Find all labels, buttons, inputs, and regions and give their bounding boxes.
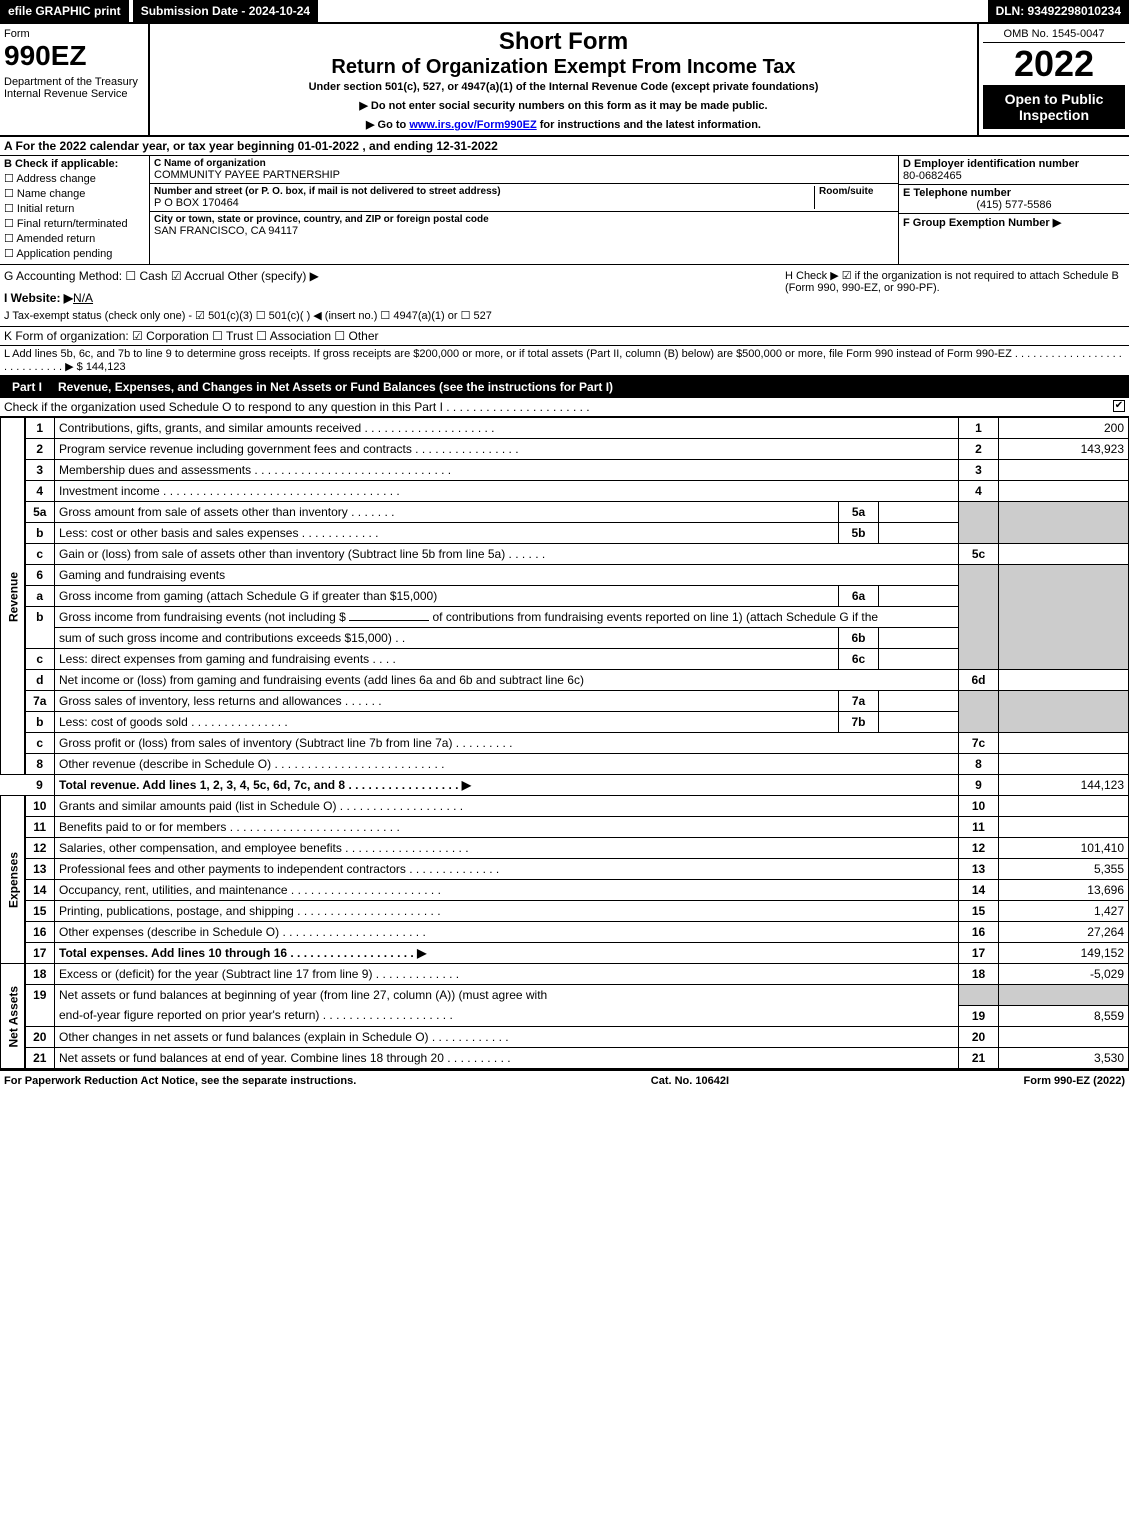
section-b: B Check if applicable: ☐ Address change … — [0, 156, 150, 264]
line-1-num: 1 — [25, 418, 55, 439]
room-label: Room/suite — [819, 186, 894, 197]
street-label: Number and street (or P. O. box, if mail… — [154, 186, 814, 197]
header-right: OMB No. 1545-0047 2022 Open to Public In… — [979, 24, 1129, 135]
under-section: Under section 501(c), 527, or 4947(a)(1)… — [154, 81, 973, 93]
tel-value: (415) 577-5586 — [903, 199, 1125, 211]
schedule-o-checkbox[interactable] — [1113, 400, 1125, 412]
form-label: Form — [4, 28, 144, 40]
footer-form-ref: Form 990-EZ (2022) — [1024, 1075, 1125, 1087]
line-13-val: 5,355 — [999, 859, 1129, 880]
chk-amended-return[interactable]: ☐ Amended return — [4, 232, 145, 245]
line-9-total-revenue: 144,123 — [999, 775, 1129, 796]
city-label: City or town, state or province, country… — [154, 214, 894, 225]
form-header: Form 990EZ Department of the Treasury In… — [0, 24, 1129, 137]
part1-table: Revenue 1 Contributions, gifts, grants, … — [0, 417, 1129, 1069]
top-bar: efile GRAPHIC print Submission Date - 20… — [0, 0, 1129, 24]
footer-catalog: Cat. No. 10642I — [651, 1075, 729, 1087]
submission-date: Submission Date - 2024-10-24 — [133, 0, 318, 22]
row-k-org-form: K Form of organization: ☑ Corporation ☐ … — [0, 327, 1129, 346]
footer-left: For Paperwork Reduction Act Notice, see … — [4, 1075, 356, 1087]
department: Department of the Treasury Internal Reve… — [4, 76, 144, 100]
header-center: Short Form Return of Organization Exempt… — [150, 24, 979, 135]
part1-header: Part I Revenue, Expenses, and Changes in… — [0, 376, 1129, 398]
tax-year: 2022 — [983, 43, 1125, 85]
line-2-val: 143,923 — [999, 439, 1129, 460]
row-a-period: A For the 2022 calendar year, or tax yea… — [0, 137, 1129, 156]
line-18-val: -5,029 — [999, 964, 1129, 985]
form-subtitle: Return of Organization Exempt From Incom… — [154, 56, 973, 79]
ein-label: D Employer identification number — [903, 158, 1125, 170]
part1-num: Part I — [4, 380, 50, 394]
line-1-val: 200 — [999, 418, 1129, 439]
line-15-val: 1,427 — [999, 901, 1129, 922]
section-h: H Check ▶ ☑ if the organization is not r… — [785, 269, 1125, 322]
line-1-desc: Contributions, gifts, grants, and simila… — [55, 418, 959, 439]
line-17-total-expenses: 149,152 — [999, 943, 1129, 964]
header-left: Form 990EZ Department of the Treasury In… — [0, 24, 150, 135]
accounting-method: G Accounting Method: ☐ Cash ☑ Accrual Ot… — [4, 269, 785, 283]
section-c: C Name of organization COMMUNITY PAYEE P… — [150, 156, 899, 264]
irs-link[interactable]: www.irs.gov/Form990EZ — [409, 119, 536, 131]
form-title: Short Form — [154, 28, 973, 56]
website-value: N/A — [73, 291, 93, 305]
tax-exempt-status: J Tax-exempt status (check only one) - ☑… — [4, 309, 785, 322]
netassets-side-label: Net Assets — [1, 964, 25, 1069]
open-public: Open to Public Inspection — [983, 85, 1125, 129]
section-bcd: B Check if applicable: ☐ Address change … — [0, 156, 1129, 265]
part1-title: Revenue, Expenses, and Changes in Net As… — [50, 380, 1125, 394]
ein-value: 80-0682465 — [903, 170, 1125, 182]
org-name: COMMUNITY PAYEE PARTNERSHIP — [154, 169, 894, 181]
page-footer: For Paperwork Reduction Act Notice, see … — [0, 1069, 1129, 1091]
row-ghi: G Accounting Method: ☐ Cash ☑ Accrual Ot… — [0, 265, 1129, 327]
line-14-val: 13,696 — [999, 880, 1129, 901]
line-12-val: 101,410 — [999, 838, 1129, 859]
line-16-val: 27,264 — [999, 922, 1129, 943]
omb-number: OMB No. 1545-0047 — [983, 28, 1125, 43]
website-row: I Website: ▶N/A — [4, 291, 785, 305]
warn-ssn: ▶ Do not enter social security numbers o… — [154, 99, 973, 112]
chk-final-return[interactable]: ☐ Final return/terminated — [4, 217, 145, 230]
dln-number: DLN: 93492298010234 — [988, 0, 1129, 22]
revenue-side-label: Revenue — [1, 418, 25, 775]
form-number: 990EZ — [4, 40, 144, 72]
efile-label: efile GRAPHIC print — [0, 0, 129, 22]
chk-application-pending[interactable]: ☐ Application pending — [4, 247, 145, 260]
section-def: D Employer identification number 80-0682… — [899, 156, 1129, 264]
expenses-side-label: Expenses — [1, 796, 25, 964]
city-state-zip: SAN FRANCISCO, CA 94117 — [154, 225, 894, 237]
chk-address-change[interactable]: ☐ Address change — [4, 172, 145, 185]
row-l-gross-receipts: L Add lines 5b, 6c, and 7b to line 9 to … — [0, 346, 1129, 376]
b-label: B Check if applicable: — [4, 158, 118, 170]
c-name-label: C Name of organization — [154, 158, 894, 169]
line-1-rnum: 1 — [959, 418, 999, 439]
line-21-val: 3,530 — [999, 1047, 1129, 1068]
warn-goto: ▶ Go to www.irs.gov/Form990EZ for instru… — [154, 118, 973, 131]
street-address: P O BOX 170464 — [154, 197, 814, 209]
part1-check-o: Check if the organization used Schedule … — [0, 398, 1129, 417]
tel-label: E Telephone number — [903, 187, 1125, 199]
group-exemption-label: F Group Exemption Number ▶ — [903, 216, 1125, 229]
line-19-val: 8,559 — [999, 1005, 1129, 1026]
chk-name-change[interactable]: ☐ Name change — [4, 187, 145, 200]
chk-initial-return[interactable]: ☐ Initial return — [4, 202, 145, 215]
